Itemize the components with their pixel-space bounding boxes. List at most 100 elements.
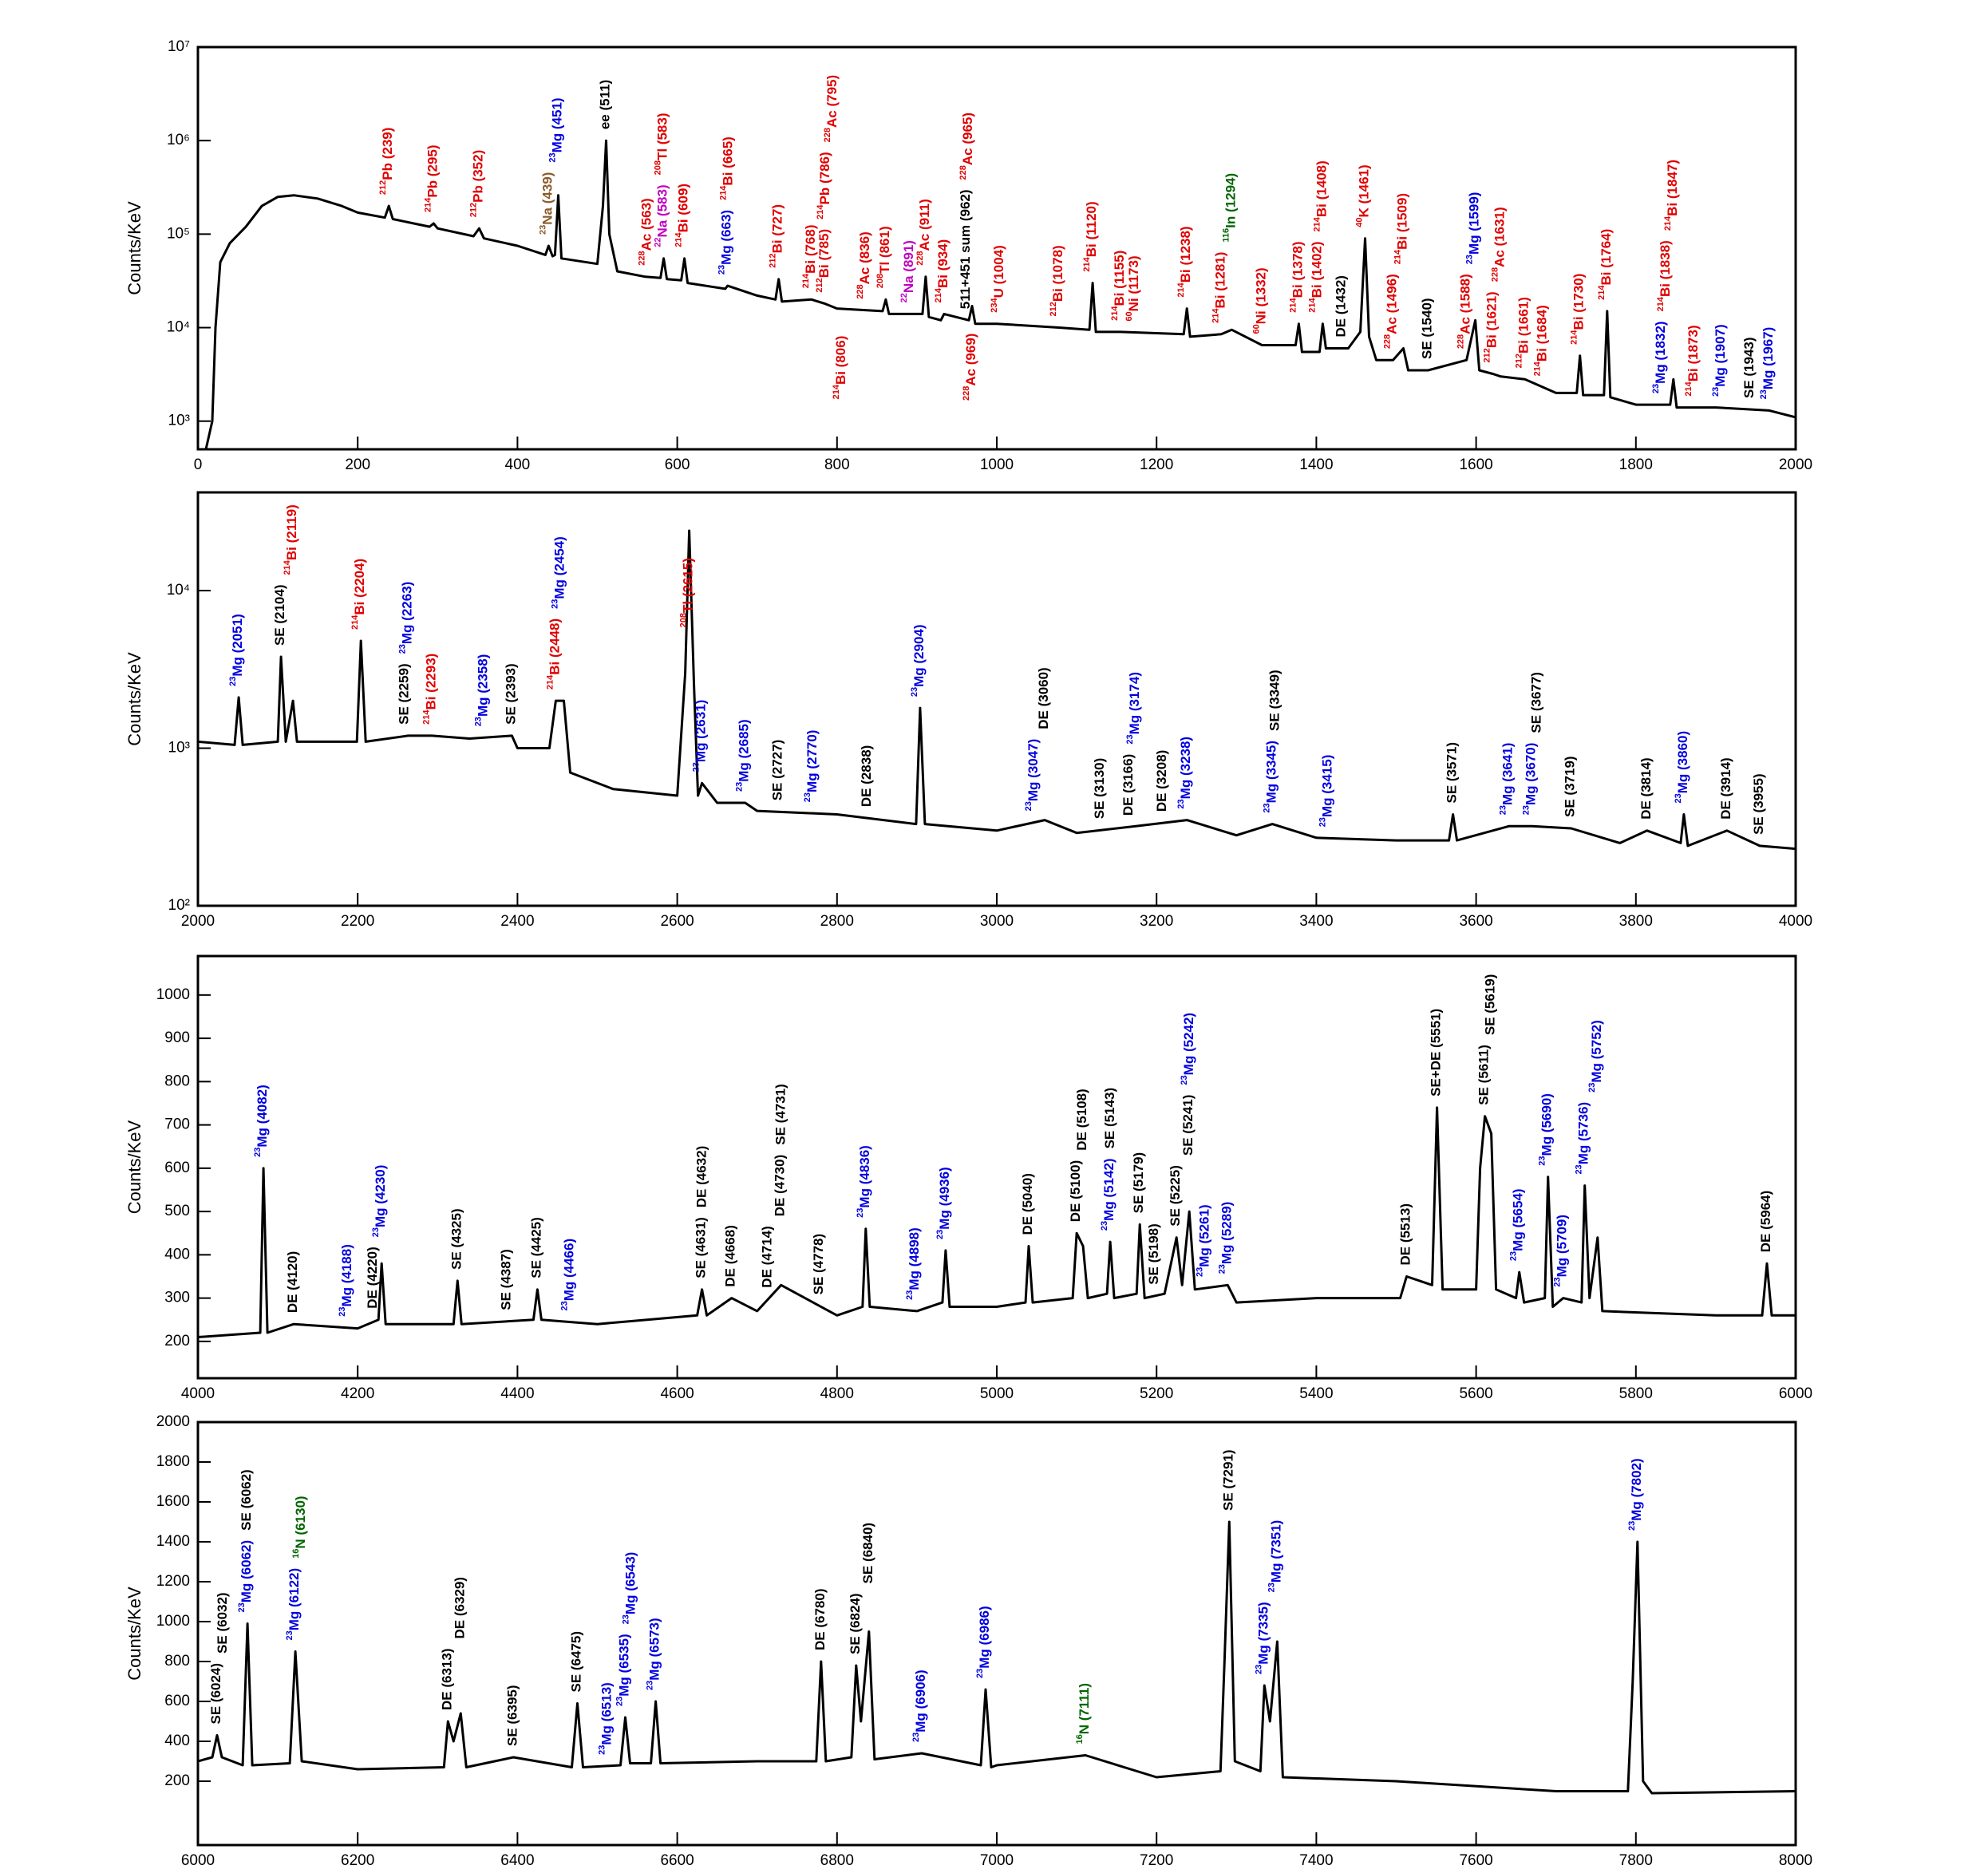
x-tick-label: 4400 bbox=[500, 1385, 534, 1402]
x-tick-label: 7600 bbox=[1459, 1852, 1492, 1869]
peak-label: 214Bi (768) bbox=[801, 224, 819, 288]
y-tick-label: 10⁷ bbox=[168, 38, 190, 55]
mass-number: 214 bbox=[674, 232, 684, 247]
peak-text: Mg (3670) bbox=[1524, 743, 1539, 805]
peak-label: 23Mg (3174) bbox=[1125, 672, 1143, 745]
mass-number: 208 bbox=[679, 613, 689, 627]
peak-label: DE (5108) bbox=[1075, 1089, 1090, 1150]
peak-text: SE (2259) bbox=[397, 663, 412, 725]
mass-number: 116 bbox=[1221, 228, 1231, 243]
y-tick-label: 300 bbox=[164, 1290, 190, 1306]
y-tick-label: 10⁶ bbox=[167, 132, 190, 148]
peak-label: 23Mg (4898) bbox=[905, 1227, 923, 1300]
y-tick-label: 1000 bbox=[156, 1613, 190, 1630]
peak-text: Mg (3345) bbox=[1264, 741, 1279, 803]
peak-label: 22Na (583) bbox=[653, 184, 670, 247]
peak-label: 16N (7111) bbox=[1075, 1683, 1093, 1745]
peak-label: 23Mg (6122) bbox=[285, 1568, 302, 1641]
peak-text: Bi (1120) bbox=[1085, 201, 1100, 257]
x-tick-label: 5600 bbox=[1459, 1385, 1492, 1402]
peak-text: Bi (1238) bbox=[1179, 226, 1194, 283]
mass-number: 23 bbox=[1100, 1221, 1109, 1231]
peak-text: Bi (2448) bbox=[547, 618, 563, 675]
y-tick-label: 800 bbox=[164, 1653, 190, 1669]
mass-number: 23 bbox=[1125, 734, 1135, 744]
mass-number: 23 bbox=[1217, 1264, 1227, 1274]
mass-number: 214 bbox=[1110, 306, 1120, 321]
mass-number: 23 bbox=[1651, 384, 1661, 393]
mass-number: 214 bbox=[719, 185, 729, 200]
x-tick-label: 7400 bbox=[1299, 1852, 1333, 1869]
peak-text: Mg (2358) bbox=[476, 654, 491, 717]
peak-label: DE (4220) bbox=[366, 1247, 381, 1308]
mass-number: 214 bbox=[1211, 308, 1220, 323]
mass-number: 23 bbox=[911, 1733, 921, 1742]
y-axis-label: Counts/KeV bbox=[124, 1120, 144, 1214]
mass-number: 23 bbox=[1195, 1267, 1204, 1277]
mass-number: 214 bbox=[1176, 282, 1186, 297]
peak-text: DE (6313) bbox=[440, 1649, 455, 1710]
peak-label: 214Bi (1730) bbox=[1570, 274, 1587, 345]
peak-label: SE (5143) bbox=[1103, 1088, 1118, 1149]
peak-text: DE (5513) bbox=[1398, 1203, 1413, 1265]
x-tick-label: 3400 bbox=[1299, 913, 1333, 930]
mass-number: 23 bbox=[1711, 387, 1721, 397]
peak-label: 23Mg (5289) bbox=[1217, 1202, 1235, 1274]
peak-text: DE (3208) bbox=[1155, 750, 1170, 812]
peak-text: Mg (7351) bbox=[1269, 1520, 1284, 1583]
peak-label: DE (2838) bbox=[859, 745, 874, 807]
peak-text: Ni (1332) bbox=[1254, 267, 1269, 324]
peak-text: Ac (1631) bbox=[1492, 207, 1508, 267]
mass-number: 23 bbox=[735, 782, 745, 792]
y-tick-label: 600 bbox=[164, 1693, 190, 1709]
peak-text: DE (4120) bbox=[286, 1251, 301, 1313]
peak-text: SE (6395) bbox=[505, 1685, 520, 1746]
peak-label: 23Mg (3670) bbox=[1522, 743, 1539, 816]
mass-number: 228 bbox=[1456, 334, 1465, 349]
mass-number: 212 bbox=[468, 203, 478, 217]
mass-number: 212 bbox=[1049, 302, 1058, 316]
peak-label: 214Bi (1764) bbox=[1597, 229, 1615, 300]
mass-number: 23 bbox=[228, 677, 238, 686]
peak-text: Bi (1281) bbox=[1213, 252, 1228, 309]
peak-label: 23Mg (5752) bbox=[1587, 1020, 1605, 1093]
x-tick-label: 6000 bbox=[1779, 1385, 1812, 1402]
peak-text: DE (5040) bbox=[1021, 1173, 1036, 1235]
peak-label: 116In (1294) bbox=[1221, 173, 1239, 243]
mass-number: 212 bbox=[769, 253, 778, 267]
peak-text: Bi (1155) bbox=[1113, 251, 1128, 306]
peak-label: 228Ac (969) bbox=[962, 334, 979, 401]
x-tick-label: 200 bbox=[345, 456, 370, 473]
peak-text: Bi (609) bbox=[676, 184, 691, 232]
peak-text: Pb (239) bbox=[381, 128, 396, 180]
peak-label: 208Tl (861) bbox=[875, 226, 893, 288]
peak-label: 23Mg (5142) bbox=[1100, 1158, 1117, 1231]
peak-text: SE (2104) bbox=[273, 585, 288, 646]
mass-number: 23 bbox=[803, 792, 812, 802]
peak-label: 22Na (891) bbox=[899, 240, 917, 302]
mass-number: 40 bbox=[1354, 217, 1364, 227]
peak-text: Ac (965) bbox=[960, 113, 975, 165]
x-tick-label: 5200 bbox=[1140, 1385, 1173, 1402]
peak-text: SE (3130) bbox=[1093, 758, 1108, 820]
peak-text: Mg (3860) bbox=[1675, 731, 1690, 793]
y-tick-label: 400 bbox=[164, 1733, 190, 1749]
mass-number: 23 bbox=[1522, 805, 1532, 815]
peak-text: Mg (4836) bbox=[857, 1145, 872, 1207]
peak-label: SE (5619) bbox=[1483, 974, 1498, 1036]
peak-label: SE (4731) bbox=[773, 1084, 788, 1145]
mass-number: 234 bbox=[990, 297, 999, 312]
mass-number: 214 bbox=[1684, 381, 1694, 396]
mass-number: 23 bbox=[1587, 1083, 1597, 1093]
peak-text: SE (3571) bbox=[1445, 742, 1460, 804]
peak-text: Ac (911) bbox=[917, 199, 932, 251]
peak-text: N (7111) bbox=[1077, 1683, 1093, 1734]
peak-text: Mg (1967) bbox=[1761, 327, 1776, 389]
y-tick-label: 400 bbox=[164, 1246, 190, 1262]
peak-text: Bi (1078) bbox=[1051, 245, 1066, 302]
peak-label: SE (6032) bbox=[215, 1592, 231, 1654]
mass-number: 23 bbox=[550, 599, 559, 609]
mass-number: 228 bbox=[962, 386, 971, 401]
mass-number: 23 bbox=[597, 1745, 607, 1755]
peak-text: SE (6840) bbox=[860, 1523, 875, 1584]
